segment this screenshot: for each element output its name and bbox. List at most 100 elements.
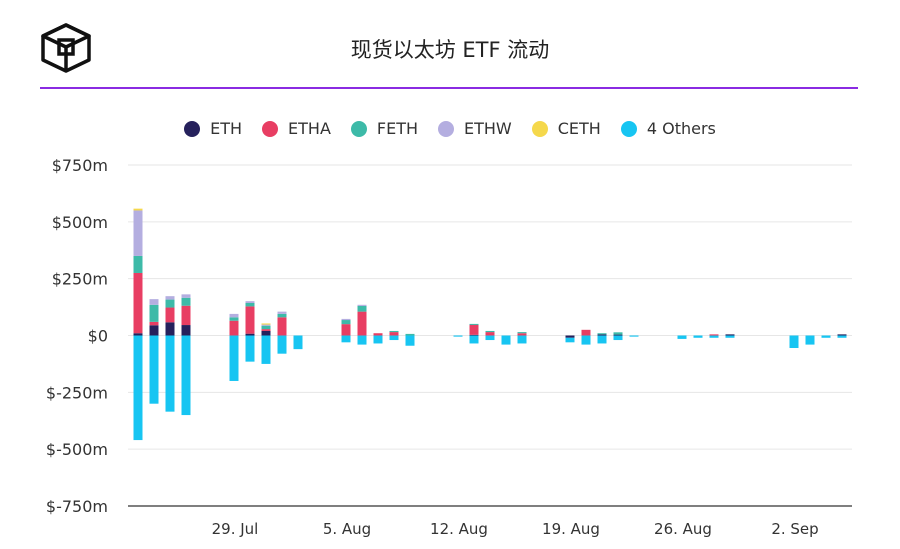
bar-eth[interactable]: [245, 333, 255, 336]
bar-etha[interactable]: [485, 332, 495, 336]
bar-eth[interactable]: [597, 334, 607, 336]
bar-etha[interactable]: [389, 332, 399, 336]
bar-etha[interactable]: [581, 329, 591, 336]
bar-feth[interactable]: [261, 325, 271, 330]
bar-eth[interactable]: [165, 322, 175, 336]
bar-etha[interactable]: [133, 272, 143, 334]
bar-4-others[interactable]: [181, 335, 191, 416]
bar-4-others[interactable]: [629, 335, 639, 337]
bar-4-others[interactable]: [357, 335, 367, 345]
legend-item-ceth[interactable]: CETH: [531, 119, 601, 138]
legend-item-eth[interactable]: ETH: [184, 119, 242, 138]
bar-4-others[interactable]: [581, 335, 591, 345]
bar-4-others[interactable]: [245, 335, 255, 362]
legend-item-4-others[interactable]: 4 Others: [620, 119, 716, 138]
bar-eth[interactable]: [565, 335, 575, 338]
bar-4-others[interactable]: [693, 335, 703, 338]
bar-etha[interactable]: [261, 329, 271, 331]
bar-feth[interactable]: [229, 317, 239, 321]
bar-feth[interactable]: [597, 333, 607, 335]
bar-feth[interactable]: [277, 313, 287, 318]
bar-4-others[interactable]: [485, 335, 495, 341]
bar-etha[interactable]: [277, 317, 287, 336]
bar-etha[interactable]: [165, 307, 175, 323]
bar-4-others[interactable]: [149, 335, 159, 404]
bar-eth[interactable]: [469, 334, 479, 336]
bar-feth[interactable]: [469, 323, 479, 325]
bar-4-others[interactable]: [293, 335, 303, 350]
bar-4-others[interactable]: [341, 335, 351, 343]
legend-label: CETH: [557, 119, 601, 138]
legend-item-etha[interactable]: ETHA: [262, 119, 331, 138]
bar-eth[interactable]: [613, 334, 623, 336]
bar-4-others[interactable]: [789, 335, 799, 349]
bar-etha[interactable]: [517, 333, 527, 336]
bar-feth[interactable]: [165, 299, 175, 308]
bar-4-others[interactable]: [725, 335, 735, 338]
bar-feth[interactable]: [181, 297, 191, 306]
bar-4-others[interactable]: [821, 335, 831, 338]
bar-4-others[interactable]: [133, 335, 143, 441]
bar-eth[interactable]: [261, 330, 271, 336]
bar-ethw[interactable]: [357, 304, 367, 306]
bar-eth[interactable]: [149, 325, 159, 336]
bar-ethw[interactable]: [149, 299, 159, 305]
bar-4-others[interactable]: [261, 335, 271, 364]
legend-item-feth[interactable]: FETH: [350, 119, 418, 138]
bar-ethw[interactable]: [277, 311, 287, 314]
bar-ethw[interactable]: [181, 294, 191, 298]
bar-4-others[interactable]: [565, 337, 575, 343]
bar-etha[interactable]: [181, 305, 191, 326]
bar-4-others[interactable]: [805, 335, 815, 345]
bar-ethw[interactable]: [229, 313, 239, 318]
bar-4-others[interactable]: [613, 335, 623, 341]
bar-etha[interactable]: [373, 333, 383, 336]
bar-ethw[interactable]: [341, 318, 351, 321]
bar-ethw[interactable]: [133, 210, 143, 256]
bar-ethw[interactable]: [261, 324, 271, 326]
bar-4-others[interactable]: [597, 335, 607, 344]
bar-feth[interactable]: [133, 255, 143, 273]
bar-eth[interactable]: [837, 334, 847, 336]
bar-ceth[interactable]: [261, 323, 271, 325]
bar-feth[interactable]: [149, 304, 159, 322]
bar-4-others[interactable]: [405, 335, 415, 346]
bar-etha[interactable]: [245, 306, 255, 334]
bar-feth[interactable]: [389, 330, 399, 333]
bar-etha[interactable]: [341, 324, 351, 336]
legend-item-ethw[interactable]: ETHW: [438, 119, 512, 138]
bar-ethw[interactable]: [165, 296, 175, 300]
bar-4-others[interactable]: [517, 335, 527, 344]
bar-etha[interactable]: [229, 320, 239, 336]
bar-4-others[interactable]: [501, 335, 511, 345]
bar-eth[interactable]: [725, 334, 735, 336]
bar-etha[interactable]: [469, 324, 479, 335]
bar-etha[interactable]: [709, 334, 719, 336]
brand-logo: [41, 23, 91, 73]
bar-feth[interactable]: [517, 332, 527, 334]
bar-ceth[interactable]: [133, 208, 143, 211]
bar-eth[interactable]: [133, 333, 143, 336]
bar-4-others[interactable]: [389, 335, 399, 341]
bar-etha[interactable]: [357, 311, 367, 336]
bar-4-others[interactable]: [709, 335, 719, 338]
bar-4-others[interactable]: [837, 335, 847, 338]
bar-4-others[interactable]: [453, 335, 463, 337]
y-tick-label: $-500m: [46, 440, 108, 459]
bar-feth[interactable]: [405, 333, 415, 336]
bar-4-others[interactable]: [469, 335, 479, 344]
bar-feth[interactable]: [341, 320, 351, 325]
bar-4-others[interactable]: [277, 335, 287, 354]
bar-feth[interactable]: [613, 332, 623, 335]
bar-feth[interactable]: [245, 302, 255, 307]
bar-ethw[interactable]: [245, 301, 255, 303]
bar-4-others[interactable]: [373, 335, 383, 344]
bar-eth[interactable]: [181, 325, 191, 336]
bar-4-others[interactable]: [229, 335, 239, 381]
bar-4-others[interactable]: [165, 335, 175, 412]
title-divider: [40, 87, 858, 89]
bar-etha[interactable]: [149, 321, 159, 326]
bar-4-others[interactable]: [677, 335, 687, 339]
bar-feth[interactable]: [357, 305, 367, 312]
bar-feth[interactable]: [485, 330, 495, 333]
